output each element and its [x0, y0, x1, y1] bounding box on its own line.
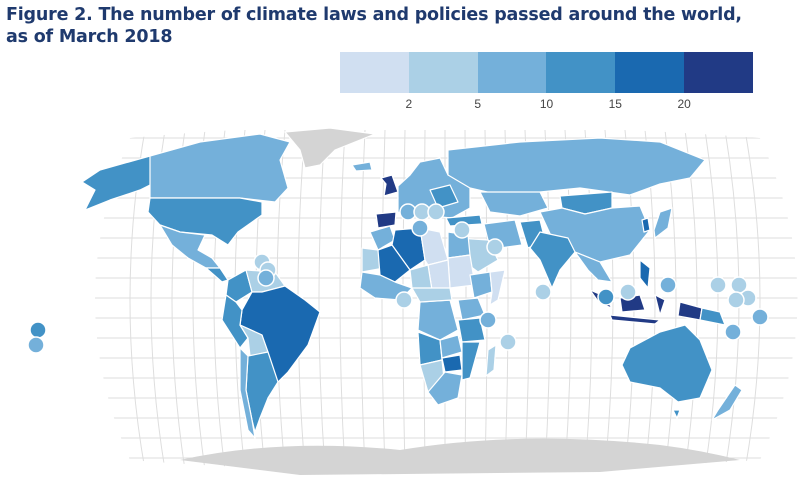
- region-colombia: [225, 269, 253, 303]
- figure-title-line1: Figure 2. The number of climate laws and…: [6, 5, 742, 25]
- region-madagascar: [485, 344, 497, 377]
- region-india: [529, 231, 576, 289]
- region-chile: [239, 347, 256, 439]
- region-central-africa: [411, 287, 453, 303]
- region-uk: [380, 174, 399, 197]
- region-somalia: [489, 269, 506, 306]
- legend-bin-4: [546, 52, 616, 93]
- legend-tick: 20: [677, 97, 691, 111]
- marker-timor: [619, 283, 637, 301]
- region-antarctica: [180, 438, 740, 475]
- region-new-zealand: [711, 384, 743, 421]
- marker-mauritius: [499, 333, 517, 351]
- marker-pacific-1: [709, 276, 727, 294]
- marker-seychelles: [479, 311, 497, 329]
- region-russia: [447, 137, 706, 196]
- region-alaska: [81, 155, 161, 211]
- region-mozambique: [461, 341, 481, 381]
- marker-hawaii-2: [27, 336, 45, 354]
- region-tanzania: [457, 317, 486, 343]
- legend-tick: 15: [608, 97, 622, 111]
- marker-gulf: [486, 238, 504, 256]
- legend-bin-1: [340, 52, 409, 93]
- figure-title: Figure 2. The number of climate laws and…: [6, 4, 742, 48]
- marker-maldives: [534, 283, 552, 301]
- region-mexico: [159, 224, 221, 269]
- region-philippines: [639, 259, 651, 289]
- marker-europe-3: [427, 203, 445, 221]
- marker-palau: [659, 276, 677, 294]
- region-se-asia: [574, 251, 613, 283]
- marker-fiji: [751, 308, 769, 326]
- region-iceland: [351, 161, 373, 172]
- region-japan: [653, 207, 673, 239]
- region-greenland: [284, 127, 376, 169]
- legend-tick: 10: [539, 97, 554, 111]
- region-mali: [377, 244, 411, 283]
- region-ethiopia: [469, 271, 493, 299]
- region-papua-new-guinea: [699, 307, 726, 326]
- marker-vanuatu: [724, 323, 742, 341]
- marker-pacific-4: [727, 291, 745, 309]
- legend-tick: 2: [405, 97, 413, 111]
- region-canada: [149, 133, 291, 203]
- region-tasmania: [672, 409, 681, 419]
- marker-hawaii-1: [29, 321, 47, 339]
- region-niger: [409, 264, 433, 291]
- region-eastern-europe: [429, 184, 459, 209]
- legend-bin-5: [615, 52, 685, 93]
- region-indonesia: [589, 289, 703, 325]
- region-central-america: [205, 267, 229, 283]
- region-south-africa: [427, 371, 463, 406]
- marker-malta: [411, 219, 429, 237]
- region-zimbabwe: [441, 354, 463, 373]
- small-state-markers: [27, 203, 769, 354]
- region-kazakhstan: [479, 191, 549, 217]
- region-korea: [641, 217, 651, 233]
- region-usa: [147, 197, 263, 246]
- world-map: [27, 127, 798, 475]
- color-legend: [340, 52, 753, 93]
- marker-caribbean-3: [257, 269, 275, 287]
- marker-singapore: [597, 288, 615, 306]
- legend-tick: 5: [474, 97, 482, 111]
- marker-cape-verde: [395, 291, 413, 309]
- legend-bin-2: [408, 52, 478, 93]
- legend-ticks: 2 5 10 15 20: [340, 97, 753, 113]
- legend-bin-3: [477, 52, 547, 93]
- legend-bin-6: [684, 52, 753, 93]
- marker-lebanon: [453, 221, 471, 239]
- region-australia: [621, 324, 713, 403]
- region-spain: [375, 211, 397, 229]
- region-turkey: [445, 214, 483, 227]
- figure-title-line2: as of March 2018: [6, 27, 173, 47]
